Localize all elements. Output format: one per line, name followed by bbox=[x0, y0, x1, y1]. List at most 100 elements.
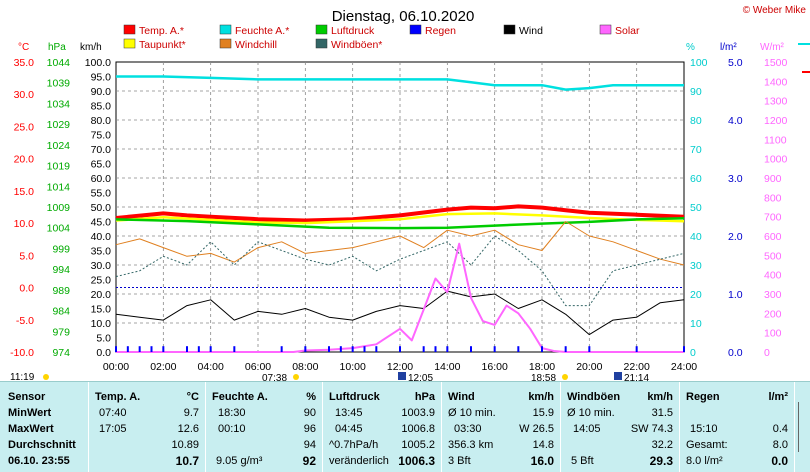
rain-sum: 8.0 l/m² bbox=[686, 455, 723, 467]
gust-unit: km/h bbox=[647, 391, 673, 403]
wind-tick-label: 55.0 bbox=[91, 188, 112, 200]
solar-tick-label: 1300 bbox=[764, 96, 788, 108]
axis-tick-labels: 35.0 30.0 25.0 20.0 15.0 10.0 5.0 0.0 -5.0 -10.0 1… bbox=[10, 57, 787, 373]
wind-tick-label: 95.0 bbox=[91, 72, 112, 84]
sunset-label: 18:58 bbox=[531, 373, 556, 381]
rain-header: Regen bbox=[686, 391, 720, 403]
hum-min-time: 18:30 bbox=[218, 407, 246, 419]
wind-axis-unit: km/h bbox=[80, 42, 102, 53]
humidity-column: Feuchte A.% 18:30 90 00:10 96 94 9.05 g/m³… bbox=[206, 382, 323, 472]
rain-bar bbox=[351, 346, 354, 352]
solar-tick-label: 500 bbox=[764, 250, 782, 262]
pressure-tick-label: 1014 bbox=[47, 181, 71, 193]
legend-swatch bbox=[599, 24, 612, 35]
x-tick-label: 04:00 bbox=[198, 361, 224, 373]
moon-time-b: 21:14 bbox=[624, 373, 649, 381]
solar-tick-label: 1500 bbox=[764, 57, 788, 69]
temp-tick-label: -10.0 bbox=[10, 347, 34, 359]
rain-bar bbox=[339, 346, 342, 352]
legend-swatch bbox=[219, 24, 232, 35]
temp-tick-label: 15.0 bbox=[14, 186, 35, 198]
x-tick-label: 20:00 bbox=[576, 361, 602, 373]
hum-avg-value: 94 bbox=[303, 439, 316, 451]
x-tick-label: 12:00 bbox=[387, 361, 413, 373]
rain-tick-label: 5.0 bbox=[728, 57, 743, 69]
legend-swatch bbox=[123, 38, 136, 49]
temp-avg-value: 10.89 bbox=[171, 439, 199, 451]
humidity-tick-label: 40 bbox=[690, 231, 702, 243]
rain-bar bbox=[434, 346, 437, 352]
legend-label: Wind bbox=[519, 25, 543, 37]
legend-label: Windböen* bbox=[331, 39, 382, 51]
pressure-tick-label: 1009 bbox=[47, 202, 71, 214]
gust-column: Windböen km/h Ø 10 min. 31.5 14:05 SW 74.3 … bbox=[561, 382, 680, 472]
series-line bbox=[115, 290, 685, 336]
pressure-tick-label: 989 bbox=[52, 285, 70, 297]
pressure-tick-label: 1034 bbox=[47, 98, 71, 110]
gust-avg-label: Ø 10 min. bbox=[567, 407, 615, 419]
series-line bbox=[116, 75, 684, 91]
wind-tick-label: 70.0 bbox=[91, 144, 112, 156]
legend-swatch bbox=[503, 24, 516, 35]
rain-tick-label: 0.0 bbox=[728, 347, 743, 359]
humidity-tick-label: 30 bbox=[690, 260, 702, 272]
rain-column: Regen l/m² 15:10 0.4 Gesamt: 8.0 8.0 l/m² 0.… bbox=[680, 382, 795, 472]
rain-bar bbox=[186, 346, 188, 352]
pressure-tick-label: 1044 bbox=[47, 57, 71, 69]
series-line bbox=[115, 235, 685, 307]
temp-tick-label: 5.0 bbox=[19, 250, 34, 262]
statistics-table: Sensor MinWert MaxWert Durchschnitt 06.1… bbox=[0, 381, 810, 472]
series-line bbox=[115, 204, 685, 223]
solar-tick-label: 400 bbox=[764, 270, 782, 282]
temp-tick-label: 30.0 bbox=[14, 89, 35, 101]
rain-bar bbox=[197, 346, 200, 352]
pressure-tick-label: 1004 bbox=[47, 223, 71, 235]
rain-tick-label: 2.0 bbox=[728, 231, 743, 243]
pres-avg-value: 1005.2 bbox=[401, 439, 435, 451]
rain-bar bbox=[162, 346, 165, 352]
wind-tick-label: 45.0 bbox=[91, 217, 112, 229]
pres-unit: hPa bbox=[414, 391, 435, 403]
pres-min-value: 1003.9 bbox=[401, 407, 435, 419]
chart-legend: Temp. A.* Feuchte A.* Luftdruck Regen Wind So… bbox=[123, 24, 640, 51]
pressure-tick-label: 999 bbox=[52, 243, 70, 255]
header-sensor: Sensor bbox=[8, 391, 46, 403]
sunset-icon bbox=[562, 374, 568, 380]
wind-header: Wind bbox=[448, 391, 475, 403]
humidity-axis-unit: % bbox=[686, 42, 695, 53]
temp-tick-label: 10.0 bbox=[14, 218, 35, 230]
x-tick-label: 08:00 bbox=[292, 361, 318, 373]
gust-current-value: 29.3 bbox=[649, 454, 673, 468]
rain-tick-label: 3.0 bbox=[728, 173, 743, 185]
rain-max-time: 15:10 bbox=[690, 423, 718, 435]
series-line bbox=[115, 221, 685, 266]
pressure-tick-label: 1039 bbox=[47, 78, 71, 90]
humidity-tick-label: 60 bbox=[690, 173, 702, 185]
sunrise-icon bbox=[293, 374, 299, 380]
legend-label: Taupunkt* bbox=[139, 39, 186, 51]
wind-unit: km/h bbox=[528, 391, 554, 403]
wind-tick-label: 5.0 bbox=[96, 333, 111, 345]
x-tick-label: 16:00 bbox=[482, 361, 508, 373]
series-layer bbox=[115, 75, 685, 353]
temp-tick-label: 20.0 bbox=[14, 154, 35, 166]
moon-time-a: 12:05 bbox=[408, 373, 433, 381]
wind-current-value: 16.0 bbox=[530, 454, 554, 468]
wind-column: Wind km/h Ø 10 min. 15.9 03:30 W 26.5 356.3… bbox=[442, 382, 561, 472]
pres-header: Luftdruck bbox=[329, 391, 380, 403]
wind-tick-label: 25.0 bbox=[91, 275, 112, 287]
legend-label: Feuchte A.* bbox=[235, 25, 289, 37]
rain-bar bbox=[150, 346, 153, 352]
legend-label: Solar bbox=[615, 25, 640, 37]
temp-tick-label: -5.0 bbox=[16, 315, 34, 327]
humidity-tick-label: 50 bbox=[690, 202, 702, 214]
temp-unit: °C bbox=[186, 391, 199, 403]
pressure-tick-label: 994 bbox=[52, 264, 70, 276]
hum-max-value: 96 bbox=[303, 423, 316, 435]
pressure-tick-label: 974 bbox=[52, 347, 70, 359]
table-scroll-stub bbox=[798, 402, 807, 452]
series-line bbox=[115, 216, 685, 230]
solar-tick-label: 100 bbox=[764, 328, 782, 340]
pres-trend: ^0.7hPa/h bbox=[329, 439, 379, 451]
rain-bar bbox=[541, 346, 543, 352]
